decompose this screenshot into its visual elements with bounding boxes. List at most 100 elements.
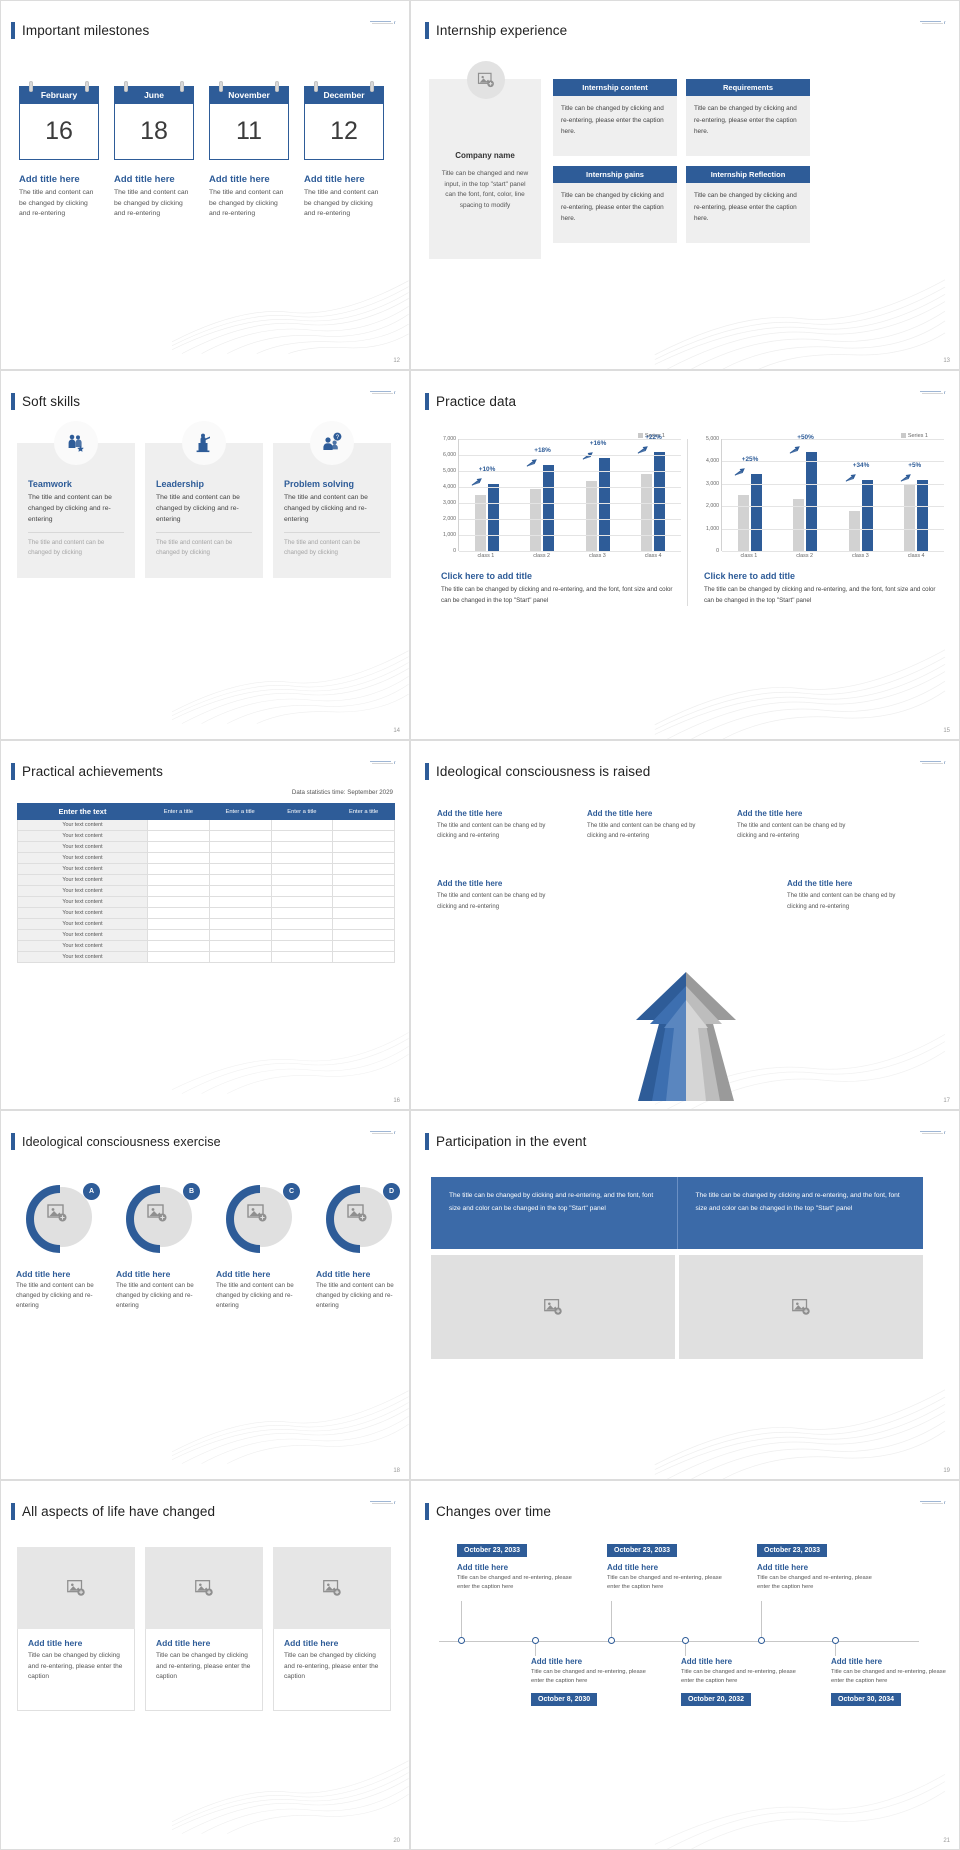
slide-all-aspects-of-life-have-changed[interactable]: All aspects of life have changed r Add t… (0, 1480, 410, 1850)
table-cell[interactable] (332, 852, 395, 864)
table-cell[interactable] (270, 885, 334, 897)
table-cell-label[interactable]: Your text content (17, 863, 148, 875)
table-row[interactable]: Your text content (17, 918, 395, 930)
table-cell[interactable] (208, 885, 272, 897)
slide-ideological-consciousness-exercise[interactable]: Ideological consciousness exercise r A Ad… (0, 1110, 410, 1480)
table-cell[interactable] (147, 907, 210, 919)
table-row[interactable]: Your text content (17, 863, 395, 875)
table-row[interactable]: Your text content (17, 885, 395, 897)
table-cell[interactable] (332, 885, 395, 897)
table-cell[interactable] (332, 874, 395, 886)
table-cell[interactable] (270, 863, 334, 875)
table-cell[interactable] (208, 896, 272, 908)
table-cell[interactable] (147, 940, 210, 952)
table-cell[interactable] (208, 863, 272, 875)
timeline-item-bottom[interactable]: Add title here Title can be changed and r… (681, 1651, 809, 1706)
table-row[interactable]: Your text content (17, 929, 395, 941)
table-cell[interactable] (208, 929, 272, 941)
table-cell[interactable] (332, 940, 395, 952)
table-cell[interactable] (208, 819, 272, 831)
table-cell[interactable] (270, 951, 334, 963)
table-header-cell[interactable]: Enter a title (147, 803, 210, 820)
image-placeholder[interactable] (145, 1547, 263, 1629)
idea-item[interactable]: Add the title here The title and content… (737, 809, 865, 841)
table-cell-label[interactable]: Your text content (17, 885, 148, 897)
table-cell[interactable] (208, 918, 272, 930)
table-row[interactable]: Your text content (17, 819, 395, 831)
table-cell[interactable] (270, 918, 334, 930)
internship-box[interactable]: Internship content Title can be changed … (553, 79, 677, 159)
table-cell[interactable] (270, 907, 334, 919)
table-row[interactable]: Your text content (17, 896, 395, 908)
timeline-item-bottom[interactable]: Add title here Title can be changed and r… (531, 1651, 659, 1706)
image-placeholder[interactable] (431, 1255, 675, 1359)
image-placeholder[interactable] (679, 1255, 923, 1359)
table-header-cell[interactable]: Enter a title (332, 803, 395, 820)
table-row[interactable]: Your text content (17, 841, 395, 853)
table-cell-label[interactable]: Your text content (17, 819, 148, 831)
internship-box[interactable]: Requirements Title can be changed by cli… (686, 79, 810, 159)
milestone-card[interactable]: November 11 Add title here The title and… (209, 81, 289, 220)
table-cell[interactable] (270, 830, 334, 842)
skill-card[interactable]: Teamwork The title and content can be ch… (17, 421, 135, 578)
table-cell[interactable] (208, 852, 272, 864)
table-cell-label[interactable]: Your text content (17, 896, 148, 908)
table-cell[interactable] (208, 907, 272, 919)
slide-internship-experience[interactable]: Internship experience r Company name Tit… (410, 0, 960, 370)
table-cell[interactable] (270, 896, 334, 908)
internship-box[interactable]: Internship Reflection Title can be chang… (686, 166, 810, 246)
milestone-card[interactable]: December 12 Add title here The title and… (304, 81, 384, 220)
milestone-card[interactable]: June 18 Add title here The title and con… (114, 81, 194, 220)
table-cell[interactable] (270, 819, 334, 831)
life-card[interactable]: Add title here Title can be changed by cl… (17, 1547, 135, 1711)
table-header-cell[interactable]: Enter a title (208, 803, 272, 820)
table-cell[interactable] (208, 874, 272, 886)
timeline-item-top[interactable]: October 23, 2033 Add title here Title can … (607, 1539, 735, 1593)
table-row[interactable]: Your text content (17, 852, 395, 864)
timeline-item-bottom[interactable]: Add title here Title can be changed and r… (831, 1651, 959, 1706)
table-cell[interactable] (208, 830, 272, 842)
table-cell-label[interactable]: Your text content (17, 874, 148, 886)
table-cell[interactable] (332, 907, 395, 919)
table-cell[interactable] (147, 885, 210, 897)
slide-soft-skills[interactable]: Soft skills r Teamwork The title and con… (0, 370, 410, 740)
table-cell-label[interactable]: Your text content (17, 940, 148, 952)
image-placeholder[interactable] (17, 1547, 135, 1629)
skill-card[interactable]: Leadership The title and content can be … (145, 421, 263, 578)
circle-card[interactable]: B Add title here The title and content can… (116, 1181, 204, 1312)
table-cell[interactable] (147, 896, 210, 908)
image-placeholder[interactable] (273, 1547, 391, 1629)
table-cell-label[interactable]: Your text content (17, 841, 148, 853)
slide-important-milestones[interactable]: Important milestones r February 16 Add t… (0, 0, 410, 370)
table-cell[interactable] (147, 830, 210, 842)
table-cell-label[interactable]: Your text content (17, 907, 148, 919)
idea-item[interactable]: Add the title here The title and content… (437, 809, 565, 841)
table-cell[interactable] (147, 929, 210, 941)
table-cell[interactable] (332, 841, 395, 853)
circle-card[interactable]: D Add title here The title and content can… (316, 1181, 404, 1312)
life-card[interactable]: Add title here Title can be changed by cl… (145, 1547, 263, 1711)
table-cell-label[interactable]: Your text content (17, 830, 148, 842)
table-cell[interactable] (332, 830, 395, 842)
table-cell[interactable] (147, 841, 210, 853)
table-row[interactable]: Your text content (17, 874, 395, 886)
table-cell[interactable] (147, 863, 210, 875)
table-cell[interactable] (208, 951, 272, 963)
table-row[interactable]: Your text content (17, 951, 395, 963)
circle-card[interactable]: A Add title here The title and content can… (16, 1181, 104, 1312)
table-cell[interactable] (147, 874, 210, 886)
table-cell-label[interactable]: Your text content (17, 918, 148, 930)
table-cell[interactable] (332, 918, 395, 930)
table-cell[interactable] (270, 929, 334, 941)
table-cell[interactable] (147, 918, 210, 930)
slide-participation-in-the-event[interactable]: Participation in the event r The title c… (410, 1110, 960, 1480)
table-cell[interactable] (270, 874, 334, 886)
skill-card[interactable]: ? Problem solving The title and content … (273, 421, 391, 578)
slide-practical-achievements[interactable]: Practical achievements r Data statistics… (0, 740, 410, 1110)
table-cell[interactable] (332, 951, 395, 963)
company-panel[interactable]: Company name Title can be changed and ne… (429, 79, 541, 259)
table-cell[interactable] (270, 841, 334, 853)
table-cell[interactable] (270, 940, 334, 952)
table-cell-label[interactable]: Your text content (17, 852, 148, 864)
table-cell[interactable] (208, 940, 272, 952)
